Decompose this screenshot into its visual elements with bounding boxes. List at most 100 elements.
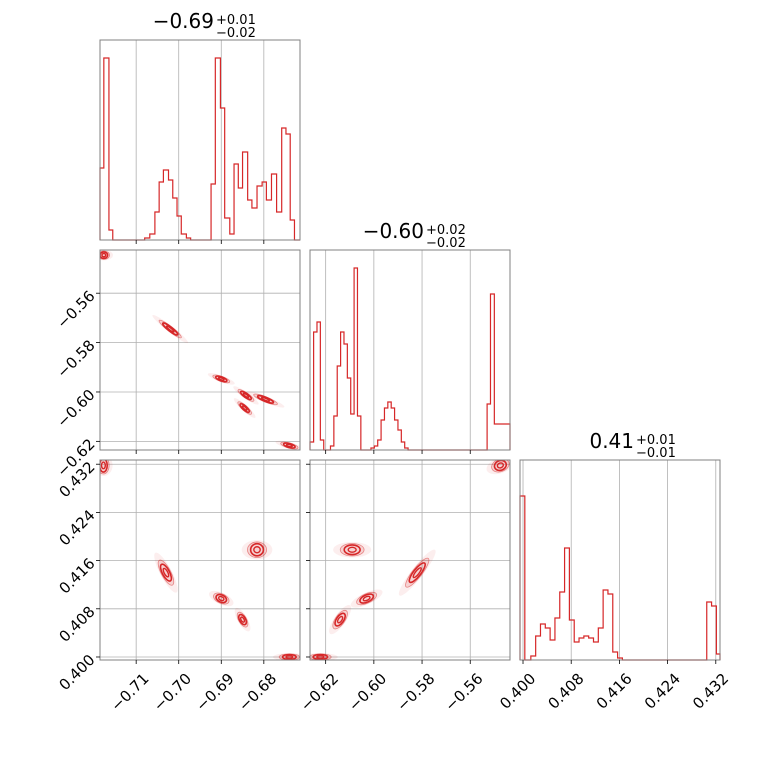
hist-p2-title-upper: +0.02 <box>426 223 466 238</box>
contour-p2-p3-cluster-inner-contour-5 <box>496 462 505 469</box>
contour-p1-p3-panel: 0.4000.4080.4160.4240.432−0.71−0.70−0.69… <box>55 458 301 715</box>
hist-p1-bin-28 <box>271 174 276 240</box>
contour-p2-p3-cluster-outer-contour-3 <box>332 609 348 630</box>
hist-p2-title-value: −0.60 <box>363 219 424 243</box>
contour-p1-p2-cluster-halo-2 <box>207 373 235 385</box>
contour-p1-p2-cluster-inner-contour-2 <box>217 376 225 381</box>
contour-p1-p2-cluster-inner-contour-1 <box>165 325 175 333</box>
hist-p2-title-lower: −0.02 <box>426 236 466 251</box>
contour-p1-p3-xtick-label: −0.69 <box>192 670 237 715</box>
contour-p2-p3-xtick-label: −0.62 <box>297 670 342 715</box>
contour-p1-p2-cluster-inner-contour-4 <box>241 405 248 411</box>
hist-p1-panel: −0.69 +0.01−0.02 <box>99 9 301 244</box>
hist-p3-bin-7 <box>555 618 560 660</box>
contour-p1-p3-ytick-label: 0.424 <box>55 506 98 549</box>
hist-p2-histogram-step <box>309 267 511 451</box>
contour-p2-p3-cluster-inner-contour-0 <box>316 655 325 659</box>
hist-p3-xtick-label: 0.432 <box>689 670 732 713</box>
hist-p1-bin-19 <box>230 234 234 240</box>
contour-p1-p2-cluster-contour-4 <box>239 402 251 414</box>
hist-p3-histogram-step <box>519 495 721 661</box>
contour-p2-p3-cluster-contour-5 <box>493 460 508 472</box>
hist-p1-title-upper: +0.01 <box>216 13 256 28</box>
hist-p1-histogram-step <box>99 57 300 241</box>
contour-p1-p3-density <box>100 460 300 660</box>
contour-p1-p2-frame <box>99 249 301 451</box>
hist-p1-bin-7 <box>159 182 163 240</box>
hist-p3-bin-6 <box>550 640 555 660</box>
contour-p1-p3-xtick-label: −0.71 <box>107 670 152 715</box>
hist-p2-frame <box>309 249 511 451</box>
contour-p2-p3-xtick-label: −0.58 <box>393 670 438 715</box>
hist-p1-frame <box>99 39 301 241</box>
hist-p3-frame <box>519 459 721 661</box>
hist-p1-bin-32 <box>290 220 294 240</box>
contour-p1-p3-cluster-contour-5 <box>281 653 297 660</box>
contour-p2-p3-xtick-label: −0.56 <box>441 670 486 715</box>
hist-p1-bin-22 <box>243 152 248 240</box>
hist-p1-bin-5 <box>150 234 155 240</box>
contour-p1-p3-xtick-label: −0.68 <box>235 670 280 715</box>
contour-p2-p3-cluster-contour-2 <box>359 593 375 604</box>
contour-p2-p3-cluster-inner-contour-2 <box>362 595 371 602</box>
hist-p3-bin-15 <box>593 642 598 660</box>
contour-p2-p3-cluster-contour-1 <box>343 544 361 556</box>
hist-p3-bin-5 <box>545 628 550 660</box>
hist-p2-bin-23 <box>388 402 391 450</box>
hist-p3-panel: 0.41 +0.01−0.01 0.400 0.408 0.416 0.424 0.432 <box>496 429 732 713</box>
hist-p1-bin-12 <box>181 234 186 240</box>
hist-p1-bin-31 <box>286 134 290 240</box>
hist-p3-title: 0.41 +0.01−0.01 <box>589 429 675 461</box>
contour-p1-p3-cluster-contour-0 <box>100 460 109 473</box>
contour-p2-p3-cluster-outer-contour-4 <box>405 557 430 588</box>
contour-p2-p3-cluster-halo-4 <box>398 549 436 596</box>
contour-p1-p2-density <box>100 250 300 450</box>
contour-p2-p3-density <box>310 460 510 660</box>
hist-p1-bin-8 <box>163 170 168 240</box>
contour-p1-p2-cluster-inner-contour-5 <box>260 396 271 402</box>
hist-p3-title-lower: −0.01 <box>636 446 676 461</box>
contour-p1-p3-cluster-outer-contour-3 <box>236 611 249 628</box>
contour-p1-p3-cluster-halo-3 <box>234 607 251 632</box>
hist-p3-xtick-label: 0.424 <box>641 670 684 713</box>
hist-p1-bin-26 <box>262 182 266 240</box>
hist-p3-bin-8 <box>560 592 565 660</box>
hist-p3-bin-19 <box>613 652 618 660</box>
contour-p1-p3-cluster-inner-contour-1 <box>162 567 170 578</box>
hist-p2-bin-32 <box>494 424 510 450</box>
hist-p1-bin-29 <box>277 212 282 240</box>
hist-p3-bin-9 <box>565 548 570 660</box>
hist-p1-title: −0.69 +0.01−0.02 <box>153 9 256 41</box>
contour-p2-p3-cluster-halo-2 <box>350 589 383 608</box>
contour-p1-p3-cluster-inner-contour-0 <box>100 461 107 470</box>
contour-p2-p3-cluster-contour-4 <box>408 562 426 584</box>
contour-p1-p2-cluster-halo-4 <box>233 398 256 418</box>
contour-p1-p2-cluster-contour-3 <box>239 390 253 401</box>
hist-p1-bin-16 <box>215 58 220 240</box>
hist-p1-bin-10 <box>173 198 177 240</box>
hist-p3-bin-4 <box>540 624 545 660</box>
contour-p1-p3-ytick-label: 0.416 <box>55 554 98 597</box>
hist-p1-title-value: −0.69 <box>153 9 214 33</box>
contour-p1-p2-cluster-contour-1 <box>161 322 179 336</box>
hist-p3-bin-14 <box>589 638 594 660</box>
contour-p1-p2-cluster-outer-contour-6 <box>280 441 299 450</box>
hist-p3-bin-17 <box>603 590 608 660</box>
hist-p2-bin-12 <box>351 414 354 450</box>
contour-p1-p3-cluster-inner-contour-3 <box>239 616 246 623</box>
contour-p1-p3-cluster-inner-contour-4 <box>253 546 261 554</box>
hist-p3-bin-13 <box>584 636 589 660</box>
contour-p1-p3-cluster-inner-contour-2 <box>217 595 225 602</box>
contour-p1-p3-cluster-contour-4 <box>249 542 265 557</box>
hist-p3-bin-3 <box>536 636 541 660</box>
hist-p2-title: −0.60 +0.02−0.02 <box>363 219 466 251</box>
contour-p2-p3-cluster-inner-contour-4 <box>412 567 422 579</box>
contour-p2-p3-panel: −0.62 −0.60 −0.58 −0.56 <box>297 459 511 715</box>
hist-p3-title-upper: +0.01 <box>636 433 676 448</box>
contour-p1-p3-ytick-label: 0.408 <box>55 603 98 646</box>
contour-p1-p3-cluster-outer-contour-1 <box>157 559 175 586</box>
contour-p1-p2-cluster-outer-contour-4 <box>237 401 252 415</box>
hist-p1-bin-18 <box>225 218 230 240</box>
hist-p3-bin-10 <box>569 620 574 660</box>
contour-p1-p2-cluster-contour-6 <box>282 442 296 449</box>
